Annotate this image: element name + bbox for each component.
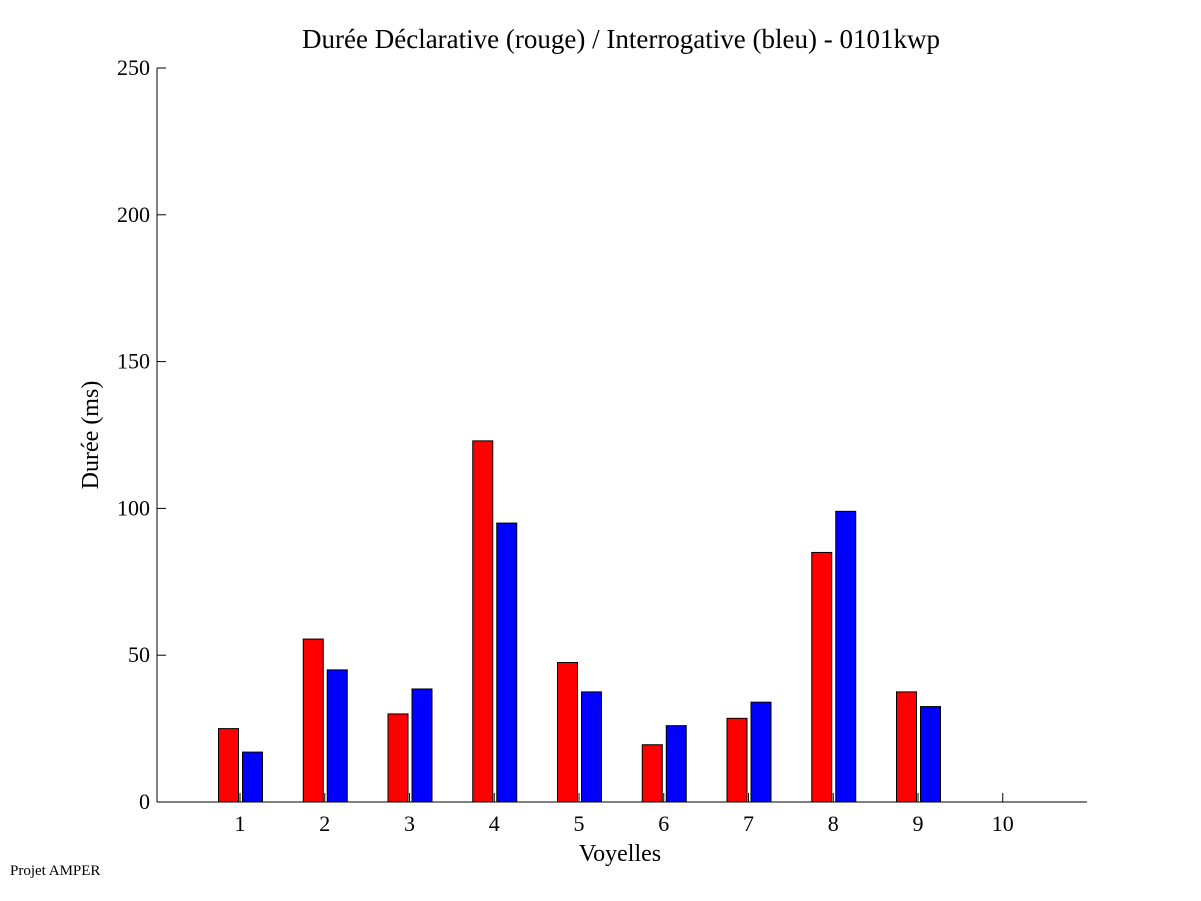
bar: [726, 717, 748, 803]
x-tick-label: 8: [828, 811, 839, 836]
bar: [665, 725, 687, 803]
plot-area: 0 50 100 150 200 250 1 2 3 4 5 6 7 8 9 10: [117, 55, 1087, 836]
x-ticks: 1 2 3 4 5 6 7 8 9 10: [235, 793, 1014, 836]
bar: [835, 510, 857, 803]
x-tick-label: 6: [658, 811, 669, 836]
x-tick-label: 7: [743, 811, 754, 836]
y-ticks: 0 50 100 150 200 250: [117, 55, 166, 814]
x-tick-label: 4: [489, 811, 500, 836]
x-axis-label: Voyelles: [579, 841, 661, 867]
y-tick-label: 250: [117, 55, 150, 80]
bar: [496, 522, 518, 803]
x-tick-label: 9: [913, 811, 924, 836]
footer-credit: Projet AMPER: [10, 863, 101, 879]
bar: [896, 691, 917, 803]
bar: [920, 706, 941, 803]
y-tick-label: 150: [117, 349, 150, 374]
y-tick-label: 200: [117, 202, 150, 227]
x-tick-label: 2: [319, 811, 330, 836]
y-tick-label: 100: [117, 495, 150, 520]
bars: [218, 440, 941, 803]
bar: [387, 713, 409, 803]
y-tick-label: 0: [139, 789, 150, 814]
y-tick-label: 50: [128, 642, 150, 667]
bar: [750, 701, 772, 803]
bar: [641, 744, 663, 803]
bar: [581, 691, 602, 803]
bar: [302, 638, 324, 803]
bar: [557, 662, 578, 803]
x-tick-label: 5: [574, 811, 585, 836]
chart-title: Durée Déclarative (rouge) / Interrogativ…: [302, 24, 940, 54]
bar: [218, 728, 239, 803]
x-tick-label: 1: [235, 811, 246, 836]
bar: [811, 551, 833, 803]
x-tick-label: 3: [404, 811, 415, 836]
bar: [326, 669, 348, 803]
bar: [411, 688, 433, 803]
bar: [242, 751, 263, 803]
x-tick-label: 10: [992, 811, 1014, 836]
y-axis-label: Durée (ms): [78, 381, 104, 490]
bar: [472, 440, 494, 803]
